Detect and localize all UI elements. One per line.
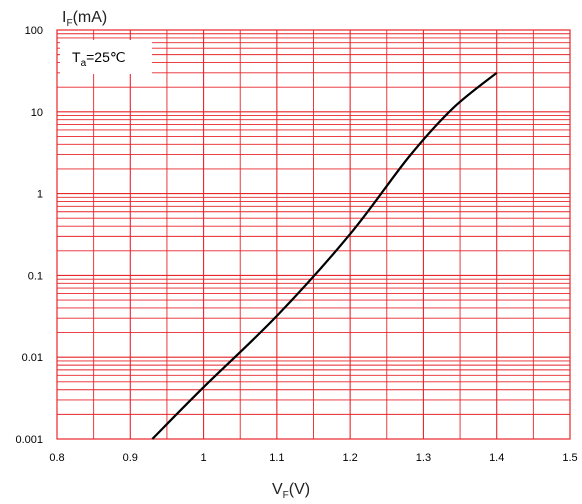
series-line bbox=[151, 71, 498, 440]
x-tick-label: 1.2 bbox=[342, 452, 357, 464]
x-tick-label: 1.3 bbox=[416, 452, 431, 464]
x-tick-label: 1.5 bbox=[562, 452, 577, 464]
x-tick-label: 1 bbox=[201, 452, 207, 464]
x-tick-label: 0.8 bbox=[49, 452, 64, 464]
y-tick-label: 0.001 bbox=[15, 434, 43, 446]
x-tick-label: 0.9 bbox=[123, 452, 138, 464]
annotation-text: Ta=25℃ bbox=[72, 49, 126, 69]
y-tick-labels: 0.001 0.01 0.1 1 10 100 bbox=[15, 25, 43, 446]
grid bbox=[57, 30, 570, 439]
y-tick-label: 0.1 bbox=[28, 270, 43, 282]
plot-frame bbox=[56, 29, 571, 440]
x-tick-label: 1.4 bbox=[489, 452, 504, 464]
y-tick-label: 0.01 bbox=[22, 352, 43, 364]
y-tick-label: 100 bbox=[25, 25, 43, 37]
annotation-box bbox=[60, 40, 152, 74]
y-tick-label: 10 bbox=[31, 107, 43, 119]
x-tick-labels: 0.8 0.9 1 1.1 1.2 1.3 1.4 1.5 bbox=[49, 452, 577, 464]
x-tick-label: 1.1 bbox=[269, 452, 284, 464]
x-axis-title: VF(V) bbox=[272, 481, 310, 501]
y-tick-label: 1 bbox=[37, 189, 43, 201]
y-axis-title: IF(mA) bbox=[62, 9, 107, 29]
